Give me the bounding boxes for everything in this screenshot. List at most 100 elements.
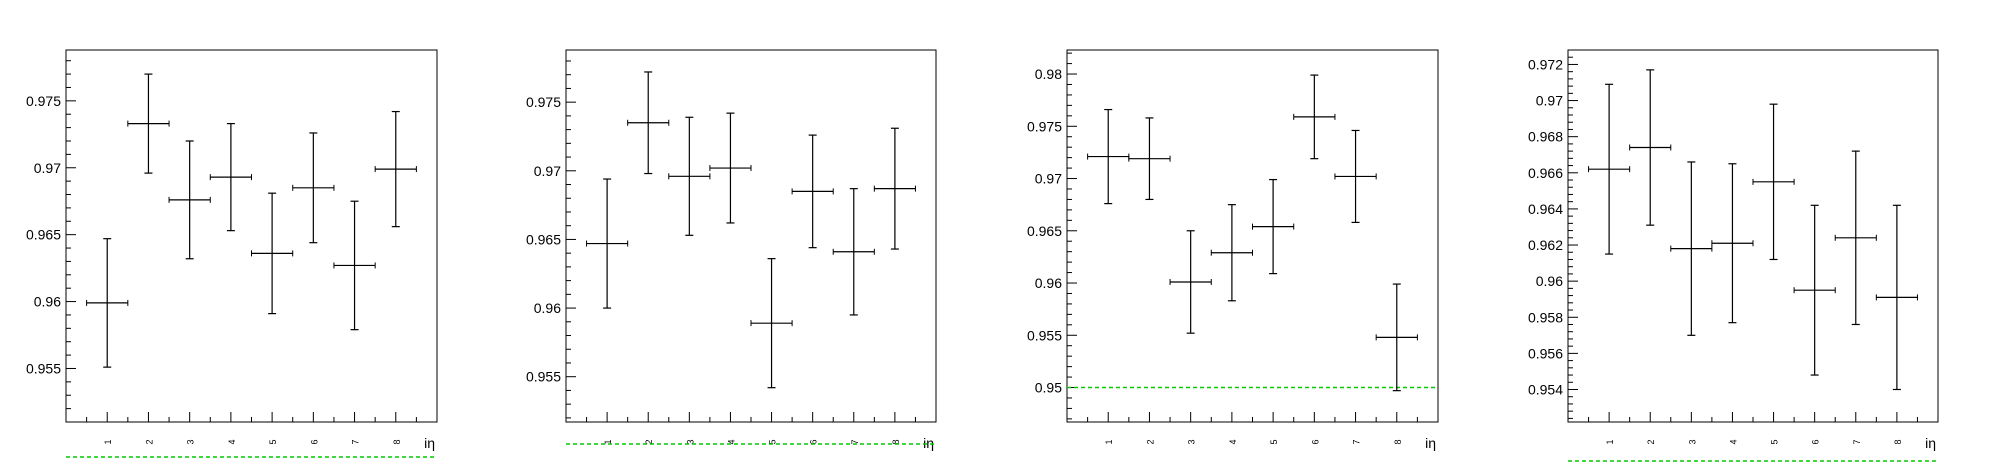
data-point (168, 140, 211, 260)
y-tick-label: 0.96 (1035, 275, 1062, 291)
chart-1: 0.955 0.96 0.965 0.97 0.975 1 2 3 4 5 6 7 8 iη (26, 49, 438, 458)
x-tick-label: 5 (1770, 439, 1780, 444)
data-point (791, 134, 834, 249)
x-tick-label: 5 (1269, 439, 1279, 444)
data-point (1252, 178, 1295, 275)
data-point (1128, 117, 1171, 201)
data-point (1711, 163, 1754, 324)
y-tick-label: 0.96 (534, 300, 561, 316)
x-axis-title: iη (1425, 435, 1436, 451)
x-tick-label: 7 (1352, 439, 1362, 444)
x-tick-label: 2 (644, 439, 654, 444)
chart-2: 0.955 0.96 0.965 0.97 0.975 1 2 3 4 5 6 7 8 iη (526, 49, 937, 451)
data-point (1210, 204, 1253, 302)
data-point (374, 110, 417, 228)
y-tick-label: 0.955 (26, 360, 61, 376)
x-tick-label: 2 (1646, 439, 1656, 444)
x-tick-label: 8 (392, 439, 402, 444)
y-tick-label: 0.972 (1528, 56, 1563, 72)
y-tick-label: 0.975 (526, 94, 561, 110)
y-tick-label: 0.968 (1528, 129, 1563, 145)
data-point (668, 116, 711, 236)
data-point (1588, 83, 1631, 255)
y-tick-label: 0.97 (1536, 93, 1563, 109)
y-tick-label: 0.95 (1035, 380, 1062, 396)
x-tick-label: 8 (1893, 439, 1903, 444)
x-tick-label: 2 (144, 439, 154, 444)
data-point (586, 178, 629, 309)
y-tick-label: 0.962 (1528, 237, 1563, 253)
y-tick-label: 0.97 (1035, 171, 1062, 187)
data-point (1629, 69, 1672, 226)
data-point (1087, 108, 1130, 205)
x-tick-label: 6 (1811, 439, 1821, 444)
x-tick-label: 3 (1187, 439, 1197, 444)
plot-frame (65, 49, 438, 423)
y-tick-label: 0.965 (1027, 223, 1062, 239)
y-tick-label: 0.96 (1536, 273, 1563, 289)
x-tick-label: 5 (768, 439, 778, 444)
x-tick-label: 6 (309, 439, 319, 444)
y-tick-label: 0.955 (526, 369, 561, 385)
data-point (127, 73, 170, 174)
x-tick-label: 3 (1687, 439, 1697, 444)
y-tick-label: 0.964 (1528, 201, 1563, 217)
x-tick-label: 4 (227, 439, 237, 444)
data-point (709, 112, 752, 224)
data-point (1670, 161, 1713, 336)
x-tick-label: 1 (1104, 439, 1114, 444)
x-axis-title: iη (923, 435, 934, 451)
x-tick-label: 7 (351, 439, 361, 444)
y-tick-label: 0.958 (1528, 309, 1563, 325)
data-point (251, 192, 294, 315)
data-point (832, 188, 875, 316)
y-tick-label: 0.97 (534, 163, 561, 179)
data-point (1293, 74, 1336, 160)
data-point (1334, 129, 1377, 224)
x-tick-label: 4 (1228, 439, 1238, 444)
y-tick-label: 0.956 (1528, 345, 1563, 361)
y-tick-label: 0.965 (526, 231, 561, 247)
plot-frame (565, 49, 937, 423)
x-tick-label: 7 (850, 439, 860, 444)
data-point (627, 71, 670, 175)
data-point (1793, 204, 1836, 376)
x-tick-label: 7 (1852, 439, 1862, 444)
plot-frame (1567, 49, 1939, 423)
x-tick-label: 3 (186, 439, 196, 444)
x-tick-label: 8 (1393, 439, 1403, 444)
data-point (333, 200, 376, 331)
x-axis-title: iη (424, 435, 435, 451)
data-point (1875, 204, 1918, 391)
y-tick-label: 0.98 (1035, 66, 1062, 82)
y-tick-label: 0.955 (1027, 327, 1062, 343)
y-tick-label: 0.96 (34, 294, 61, 310)
y-tick-label: 0.975 (26, 93, 61, 109)
x-tick-label: 2 (1145, 439, 1155, 444)
x-tick-label: 1 (103, 439, 113, 444)
x-axis-title: iη (1925, 435, 1936, 451)
x-tick-label: 5 (268, 439, 278, 444)
x-tick-label: 6 (809, 439, 819, 444)
data-point (1752, 103, 1795, 261)
data-point (86, 238, 129, 368)
data-point (873, 127, 916, 250)
data-point (1834, 150, 1877, 326)
x-tick-label: 1 (603, 439, 613, 444)
chart-4: 0.954 0.956 0.958 0.96 0.962 0.964 0.966 0.968 0… (1528, 49, 1939, 462)
y-tick-label: 0.97 (34, 160, 61, 176)
y-tick-label: 0.954 (1528, 381, 1563, 397)
data-point (209, 122, 252, 232)
y-tick-label: 0.965 (26, 227, 61, 243)
plot-frame (1066, 49, 1439, 423)
x-tick-label: 4 (726, 439, 736, 444)
x-tick-label: 3 (685, 439, 695, 444)
data-point (750, 258, 793, 389)
x-tick-label: 6 (1310, 439, 1320, 444)
x-tick-label: 8 (891, 439, 901, 444)
data-point (1375, 283, 1418, 392)
data-point (1169, 230, 1212, 334)
y-tick-label: 0.975 (1027, 118, 1062, 134)
chart-3: 0.95 0.955 0.96 0.965 0.97 0.975 0.98 1 2 3 4 5 6 7 8 i… (1027, 49, 1439, 451)
